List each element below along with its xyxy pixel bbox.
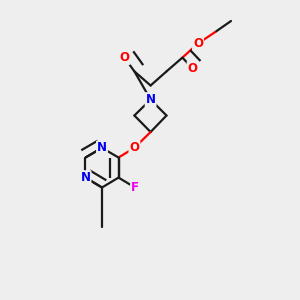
Text: N: N bbox=[80, 171, 91, 184]
Text: O: O bbox=[193, 37, 203, 50]
Text: F: F bbox=[131, 181, 139, 194]
Text: N: N bbox=[146, 93, 156, 106]
Text: N: N bbox=[97, 141, 107, 154]
Text: O: O bbox=[129, 141, 140, 154]
Text: O: O bbox=[188, 62, 198, 75]
Text: O: O bbox=[119, 51, 130, 64]
